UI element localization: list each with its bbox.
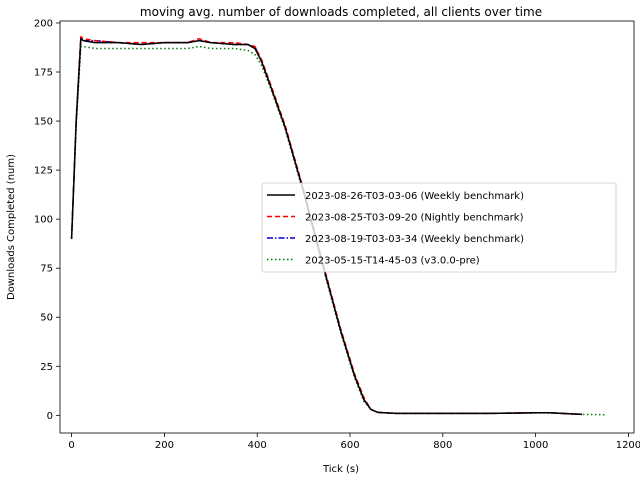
y-axis-label: Downloads Completed (num) [6, 154, 17, 300]
x-tick-label: 1000 [523, 440, 548, 451]
x-tick-label: 400 [248, 440, 267, 451]
y-tick-label: 100 [34, 215, 53, 226]
y-axis: 0 25 50 75 100 125 150 175 200 [34, 18, 60, 422]
x-tick-label: 0 [68, 440, 74, 451]
y-tick-label: 125 [34, 166, 53, 177]
x-tick-label: 600 [340, 440, 359, 451]
y-tick-label: 200 [34, 18, 53, 29]
series-layer [70, 35, 606, 416]
legend: 2023-08-26-T03-03-06 (Weekly benchmark) 2… [261, 182, 617, 273]
legend-label: 2023-08-26-T03-03-06 (Weekly benchmark) [305, 191, 524, 202]
x-axis-label: Tick (s) [322, 464, 359, 475]
y-tick-label: 50 [40, 313, 53, 324]
y-tick-label: 25 [40, 362, 53, 373]
legend-label: 2023-05-15-T14-45-03 (v3.0.0-pre) [305, 256, 480, 267]
y-tick-label: 75 [40, 264, 53, 275]
x-tick-label: 800 [433, 440, 452, 451]
legend-label: 2023-08-25-T03-09-20 (Nightly benchmark) [305, 213, 524, 224]
x-tick-label: 200 [155, 440, 174, 451]
x-tick-label: 1200 [616, 440, 640, 451]
legend-box [261, 182, 617, 273]
legend-label: 2023-08-19-T03-03-34 (Weekly benchmark) [305, 234, 524, 245]
y-tick-label: 175 [34, 68, 53, 79]
chart-title: moving avg. number of downloads complete… [140, 5, 542, 19]
series-line [70, 37, 583, 416]
y-tick-label: 0 [47, 411, 53, 422]
y-tick-label: 150 [34, 117, 53, 128]
plot-frame [59, 20, 635, 434]
x-axis: 0 200 400 600 800 1000 1200 [68, 433, 640, 451]
